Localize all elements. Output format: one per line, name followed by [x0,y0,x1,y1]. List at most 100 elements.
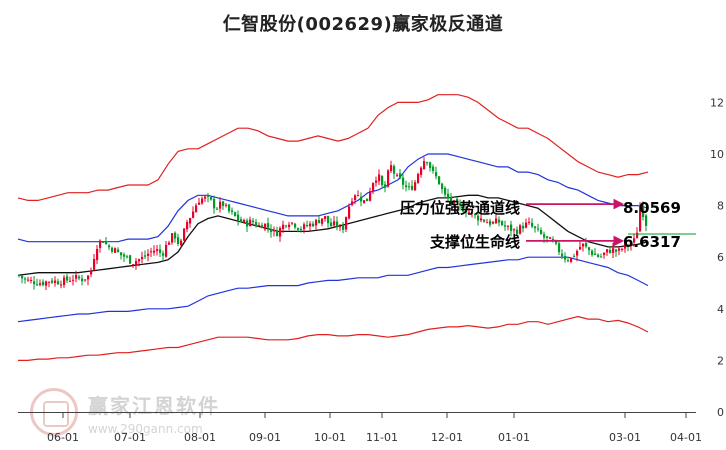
candle-body [150,251,153,253]
candle-body [546,236,549,238]
candle-body [48,281,51,283]
candle-body [396,174,399,176]
candle-body [36,284,39,286]
candle-body [444,188,447,195]
candle-body [447,193,450,199]
candle-body [93,259,96,270]
candle-body [18,275,21,277]
candle-body [120,252,123,256]
candle-body [498,219,501,223]
candle-body [468,211,471,213]
candle-body [57,281,60,285]
candle-body [177,237,180,244]
candle-body [495,218,498,224]
candle-body [294,223,297,228]
candle-body [558,243,561,253]
candle-body [216,208,219,210]
watermark-url: www.290gann.com [88,422,203,436]
candle-body [384,184,387,188]
candle-body [378,174,381,182]
candle-body [312,223,315,227]
candle-body [609,250,612,253]
candle-body [387,170,390,187]
candle-body [501,221,504,225]
candle-body [60,284,63,286]
candle-body [504,225,507,227]
candle-body [576,250,579,256]
candle-body [552,238,555,241]
candle-body [126,256,129,258]
support-label: 支撑位生命线 [429,233,520,251]
candle-body [540,230,543,234]
candle-body [39,283,42,285]
candle-body [192,211,195,218]
candle-body [336,221,339,227]
candle-body [465,210,468,213]
candle-body [606,249,609,253]
candle-body [627,245,630,247]
candle-body [537,228,540,230]
candle-body [600,256,603,258]
candle-body [21,276,24,279]
candle-body [492,222,495,224]
candle-body [81,278,84,282]
candle-body [372,182,375,192]
level-markers [526,198,696,247]
candle-body [213,198,216,209]
candle-body [237,214,240,221]
candle-body [435,172,438,177]
candle-body [159,249,162,253]
candle-body [141,256,144,260]
candle-body [264,223,267,230]
candle-body [183,228,186,241]
x-tick-label: 07-01 [114,431,146,444]
candle-body [54,280,57,283]
candle-body [585,243,588,247]
candle-body [414,182,417,191]
candle-body [399,173,402,179]
candle-body [147,253,150,256]
candle-body [246,220,249,227]
y-tick-label: 8 [717,200,724,213]
candlesticks [18,157,648,290]
y-tick-label: 2 [717,354,724,367]
candle-body [27,279,30,281]
candle-body [573,256,576,258]
candle-body [249,219,252,227]
candle-body [567,260,570,262]
x-tick-label: 11-01 [366,431,398,444]
y-tick-label: 6 [717,251,724,264]
candle-body [432,166,435,171]
candle-body [531,222,534,227]
candle-body [132,264,135,266]
candle-body [234,212,237,216]
candle-body [333,221,336,226]
candle-body [261,225,264,229]
band-inner-lower-band [17,256,649,323]
candle-body [456,198,459,203]
candle-body [201,198,204,204]
band-outer-lower-band [18,315,649,361]
candle-body [291,222,294,224]
resistance-label: 压力位强势通道线 [400,199,520,217]
candle-body [315,219,318,226]
candle-body [528,221,531,223]
candle-body [591,250,594,255]
candle-body [63,277,66,286]
candle-body [375,180,378,183]
candle-body [510,224,513,231]
candle-body [570,257,573,262]
candle-body [561,253,564,257]
chart-title: 仁智股份(002629)赢家极反通道 [222,14,504,35]
candle-body [624,243,627,249]
candle-body [519,225,522,234]
candle-body [285,225,288,227]
candle-body [480,218,483,221]
candle-body [189,218,192,224]
candle-body [579,247,582,250]
candle-body [321,218,324,224]
candle-body [318,220,321,224]
candle-body [342,225,345,230]
candle-body [621,248,624,250]
y-tick-label: 10 [710,148,724,161]
